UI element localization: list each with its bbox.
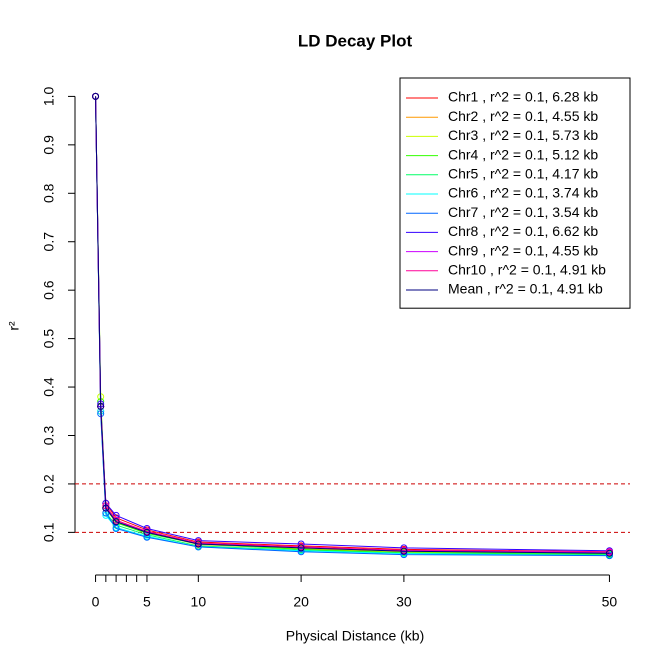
data-point	[194, 540, 202, 548]
x-tick-label: 50	[602, 594, 618, 610]
data-point	[143, 528, 151, 536]
data-point	[92, 92, 100, 100]
y-axis-label: r²	[6, 321, 22, 331]
data-point	[297, 548, 305, 556]
x-tick-label: 20	[293, 594, 309, 610]
y-tick-label: 0.9	[41, 135, 57, 155]
data-point	[400, 547, 408, 555]
legend-label: Chr3 , r^2 = 0.1, 5.73 kb	[448, 127, 598, 143]
x-tick-label: 0	[92, 594, 100, 610]
y-tick-label: 1.0	[41, 86, 57, 106]
data-point	[112, 518, 120, 526]
x-tick-label: 10	[191, 594, 207, 610]
y-tick-label: 0.2	[41, 474, 57, 494]
legend-label: Chr6 , r^2 = 0.1, 3.74 kb	[448, 185, 598, 201]
x-tick-label: 5	[143, 594, 151, 610]
legend-label: Chr8 , r^2 = 0.1, 6.62 kb	[448, 223, 598, 239]
y-tick-label: 0.4	[41, 377, 57, 397]
y-tick-label: 0.6	[41, 280, 57, 300]
legend-label: Chr7 , r^2 = 0.1, 3.54 kb	[448, 204, 598, 220]
data-point	[605, 549, 613, 557]
legend-label: Mean , r^2 = 0.1, 4.91 kb	[448, 281, 603, 297]
legend-label: Chr10 , r^2 = 0.1, 4.91 kb	[448, 262, 606, 278]
data-point	[112, 524, 120, 532]
legend-label: Chr2 , r^2 = 0.1, 4.55 kb	[448, 108, 598, 124]
legend-label: Chr9 , r^2 = 0.1, 4.55 kb	[448, 242, 598, 258]
series-line	[95, 96, 610, 554]
y-tick-label: 0.5	[41, 329, 57, 349]
legend-box	[399, 77, 631, 309]
data-point	[102, 504, 110, 512]
legend-label: Chr1 , r^2 = 0.1, 6.28 kb	[448, 89, 598, 105]
data-point	[97, 402, 105, 410]
y-tick-label: 0.8	[41, 183, 57, 203]
y-tick-label: 0.1	[41, 522, 57, 542]
data-point	[297, 544, 305, 552]
chart-title: LD Decay Plot	[298, 31, 413, 50]
x-tick-label: 30	[396, 594, 412, 610]
x-axis-label: Physical Distance (kb)	[286, 628, 425, 644]
y-tick-label: 0.7	[41, 232, 57, 252]
data-point	[102, 509, 110, 517]
y-tick-label: 0.3	[41, 426, 57, 446]
legend-label: Chr5 , r^2 = 0.1, 4.17 kb	[448, 166, 598, 182]
legend-label: Chr4 , r^2 = 0.1, 5.12 kb	[448, 146, 598, 162]
